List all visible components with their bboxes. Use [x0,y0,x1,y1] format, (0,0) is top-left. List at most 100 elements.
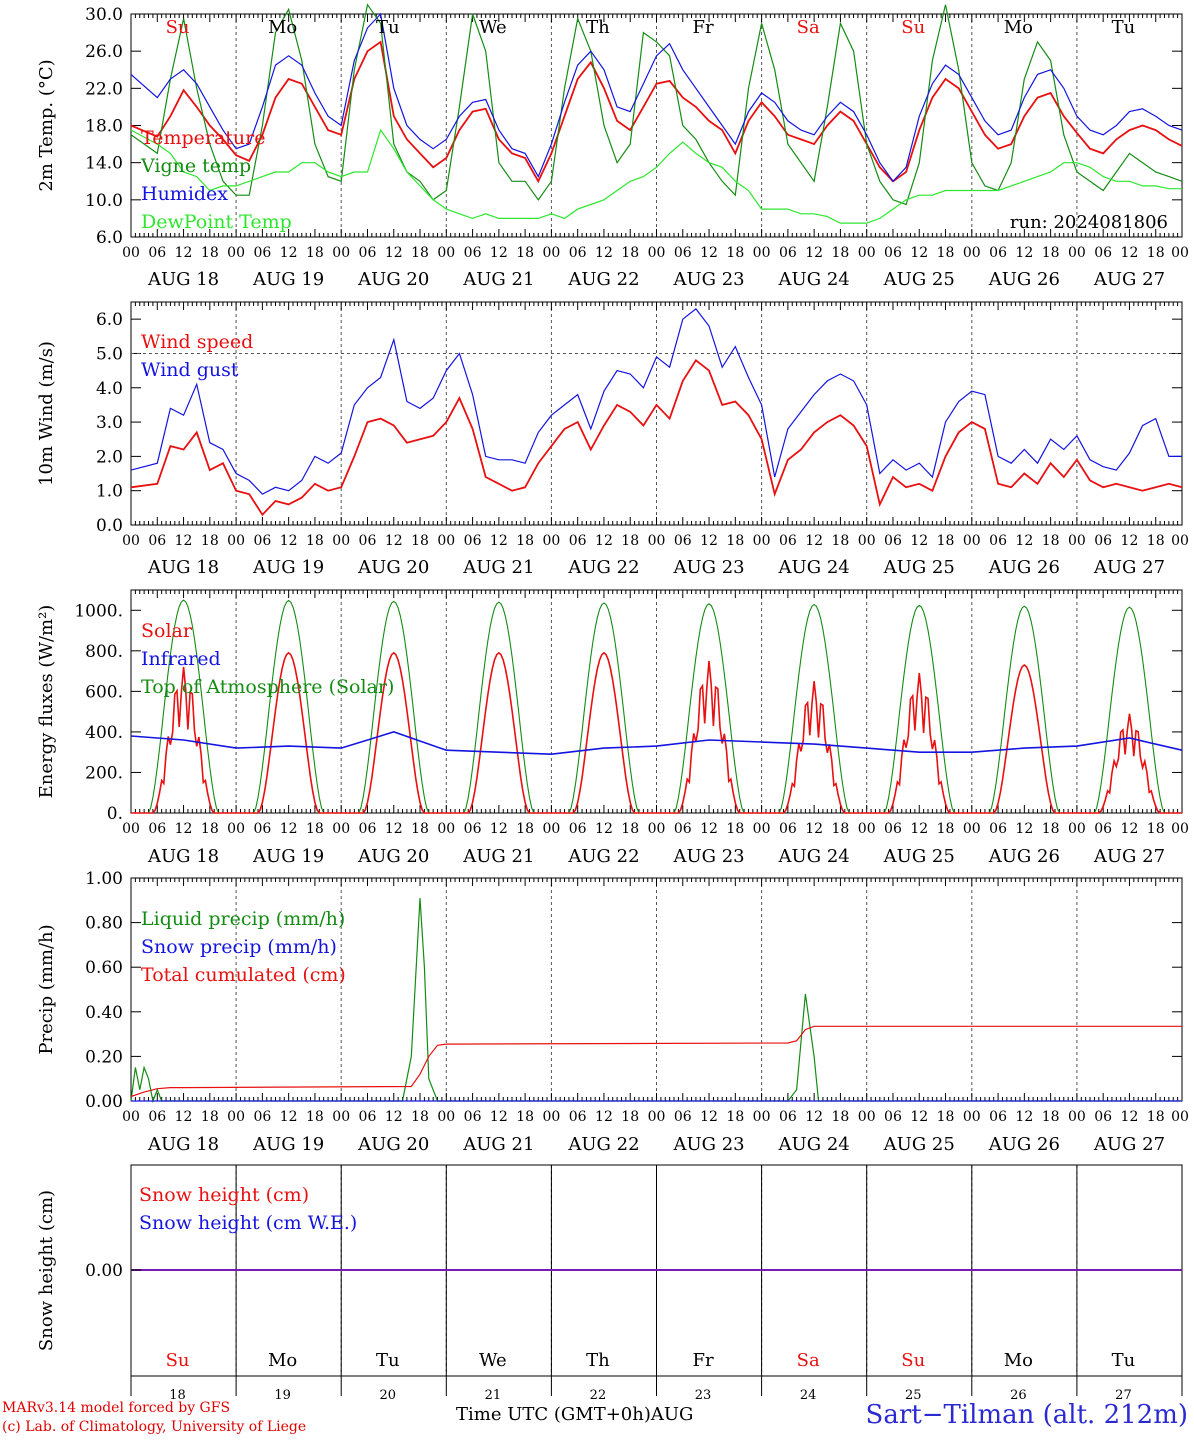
credit-note: (c) Lab. of Climatology, University of L… [2,1419,307,1435]
hour-tick-label: 12 [280,533,298,549]
hour-tick-label: 00 [332,821,350,837]
date-label: AUG 27 [1093,846,1165,867]
hour-tick-label: 12 [385,245,403,261]
hour-tick-label: 06 [1094,533,1112,549]
chart-panel-wind: 0.0 1.0 2.0 3.0 4.0 5.0 6.0 10m Wind (m/s) Wind … [36,308,1183,536]
series-line [130,12,1183,183]
hour-tick-label: 18 [832,821,850,837]
hour-tick-label: 18 [726,1109,744,1125]
hour-tick-label: 18 [832,245,850,261]
y-axis-label: 10m Wind (m/s) [36,341,57,486]
hour-tick-label: 12 [385,1109,403,1125]
hour-tick-label: 06 [884,245,902,261]
hour-tick-label: 12 [1121,533,1139,549]
series-line [130,308,1182,495]
hour-tick-label: 00 [1171,533,1189,549]
hour-tick-label: 18 [201,245,219,261]
hour-tick-label: 06 [779,821,797,837]
weekday-label: Mo [1004,1350,1033,1371]
day-number: 25 [905,1388,922,1403]
hour-tick-label: 06 [674,533,692,549]
date-label: AUG 23 [672,269,744,290]
date-label: AUG 26 [988,269,1060,290]
hour-tick-label: 18 [306,245,324,261]
date-label: AUG 21 [462,1134,534,1155]
legend-entry: DewPoint Temp [141,211,292,233]
hour-tick-label: 06 [464,1109,482,1125]
hour-tick-label: 06 [569,821,587,837]
chart-panel-precip: 0.00 0.20 0.40 0.60 0.80 1.00 Precip (mm/h) Liq… [36,869,1182,1112]
hour-tick-label: 12 [595,245,613,261]
hour-tick-label: 18 [1042,821,1060,837]
day-number: 19 [274,1388,291,1403]
hour-tick-label: 12 [910,1109,928,1125]
hour-tick-label: 06 [989,1109,1007,1125]
hour-tick-label: 12 [1015,245,1033,261]
hour-tick-label: 06 [569,245,587,261]
hour-tick-label: 06 [148,245,166,261]
date-label: AUG 18 [147,557,219,578]
hour-tick-label: 12 [700,821,718,837]
hour-tick-label: 00 [1171,1109,1189,1125]
hour-tick-label: 00 [648,533,666,549]
hour-tick-label: 00 [122,533,140,549]
hour-tick-label: 12 [1015,821,1033,837]
date-label: AUG 19 [252,846,324,867]
weekday-label: Mo [268,1350,297,1371]
hour-tick-label: 18 [516,1109,534,1125]
hour-tick-label: 18 [1147,821,1165,837]
hour-tick-label: 12 [385,533,403,549]
date-label: AUG 18 [147,1134,219,1155]
weekday-label: Fr [693,1350,714,1371]
hour-tick-label: 00 [858,245,876,261]
series-line [130,1025,1182,1098]
hour-tick-label: 18 [1147,1109,1165,1125]
weekday-label: Th [586,1350,610,1371]
hour-tick-label: 00 [437,533,455,549]
hour-tick-label: 12 [175,1109,193,1125]
hour-tick-label: 06 [253,821,271,837]
date-label: AUG 25 [883,846,955,867]
y-tick-label: 22.0 [85,79,123,99]
legend-entry: Top of Atmosphere (Solar) [141,676,394,698]
weekday-label: Tu [1112,1350,1136,1371]
hour-tick-label: 00 [753,245,771,261]
hour-tick-label: 06 [989,821,1007,837]
hour-tick-label: 12 [805,821,823,837]
hour-tick-label: 06 [253,533,271,549]
date-label: AUG 20 [357,846,429,867]
hour-tick-label: 18 [1147,533,1165,549]
date-label: AUG 24 [778,846,850,867]
hour-tick-label: 18 [411,821,429,837]
hour-tick-label: 18 [1042,533,1060,549]
y-tick-label: 6.0 [96,310,123,330]
date-label: AUG 26 [988,557,1060,578]
day-number: 26 [1010,1388,1027,1403]
hour-tick-label: 12 [805,245,823,261]
hour-tick-label: 18 [306,1109,324,1125]
day-number: 23 [695,1388,712,1403]
panel-frame: 00 06 12 18 AUG 18 00 06 12 18 AUG 19 00 06 12 18 AUG … [122,301,1189,578]
weekday-label: Tu [1112,17,1136,38]
y-axis-label: Energy fluxes (W/m²) [36,605,57,799]
date-label: AUG 25 [883,557,955,578]
hour-tick-label: 06 [148,821,166,837]
hour-tick-label: 00 [437,1109,455,1125]
hour-tick-label: 00 [648,821,666,837]
hour-tick-label: 12 [280,1109,298,1125]
y-tick-label: 3.0 [96,413,123,433]
hour-tick-label: 06 [359,245,377,261]
y-tick-label: 0.0 [96,516,123,536]
date-label: AUG 23 [672,1134,744,1155]
y-tick-label: 0.20 [85,1047,123,1067]
date-label: AUG 25 [883,269,955,290]
weekday-label: Su [166,1350,190,1371]
day-number: 20 [379,1388,396,1403]
hour-tick-label: 12 [700,245,718,261]
hour-tick-label: 18 [937,1109,955,1125]
hour-tick-label: 06 [779,245,797,261]
hour-tick-label: 06 [464,245,482,261]
hour-tick-label: 12 [175,533,193,549]
date-label: AUG 23 [672,846,744,867]
